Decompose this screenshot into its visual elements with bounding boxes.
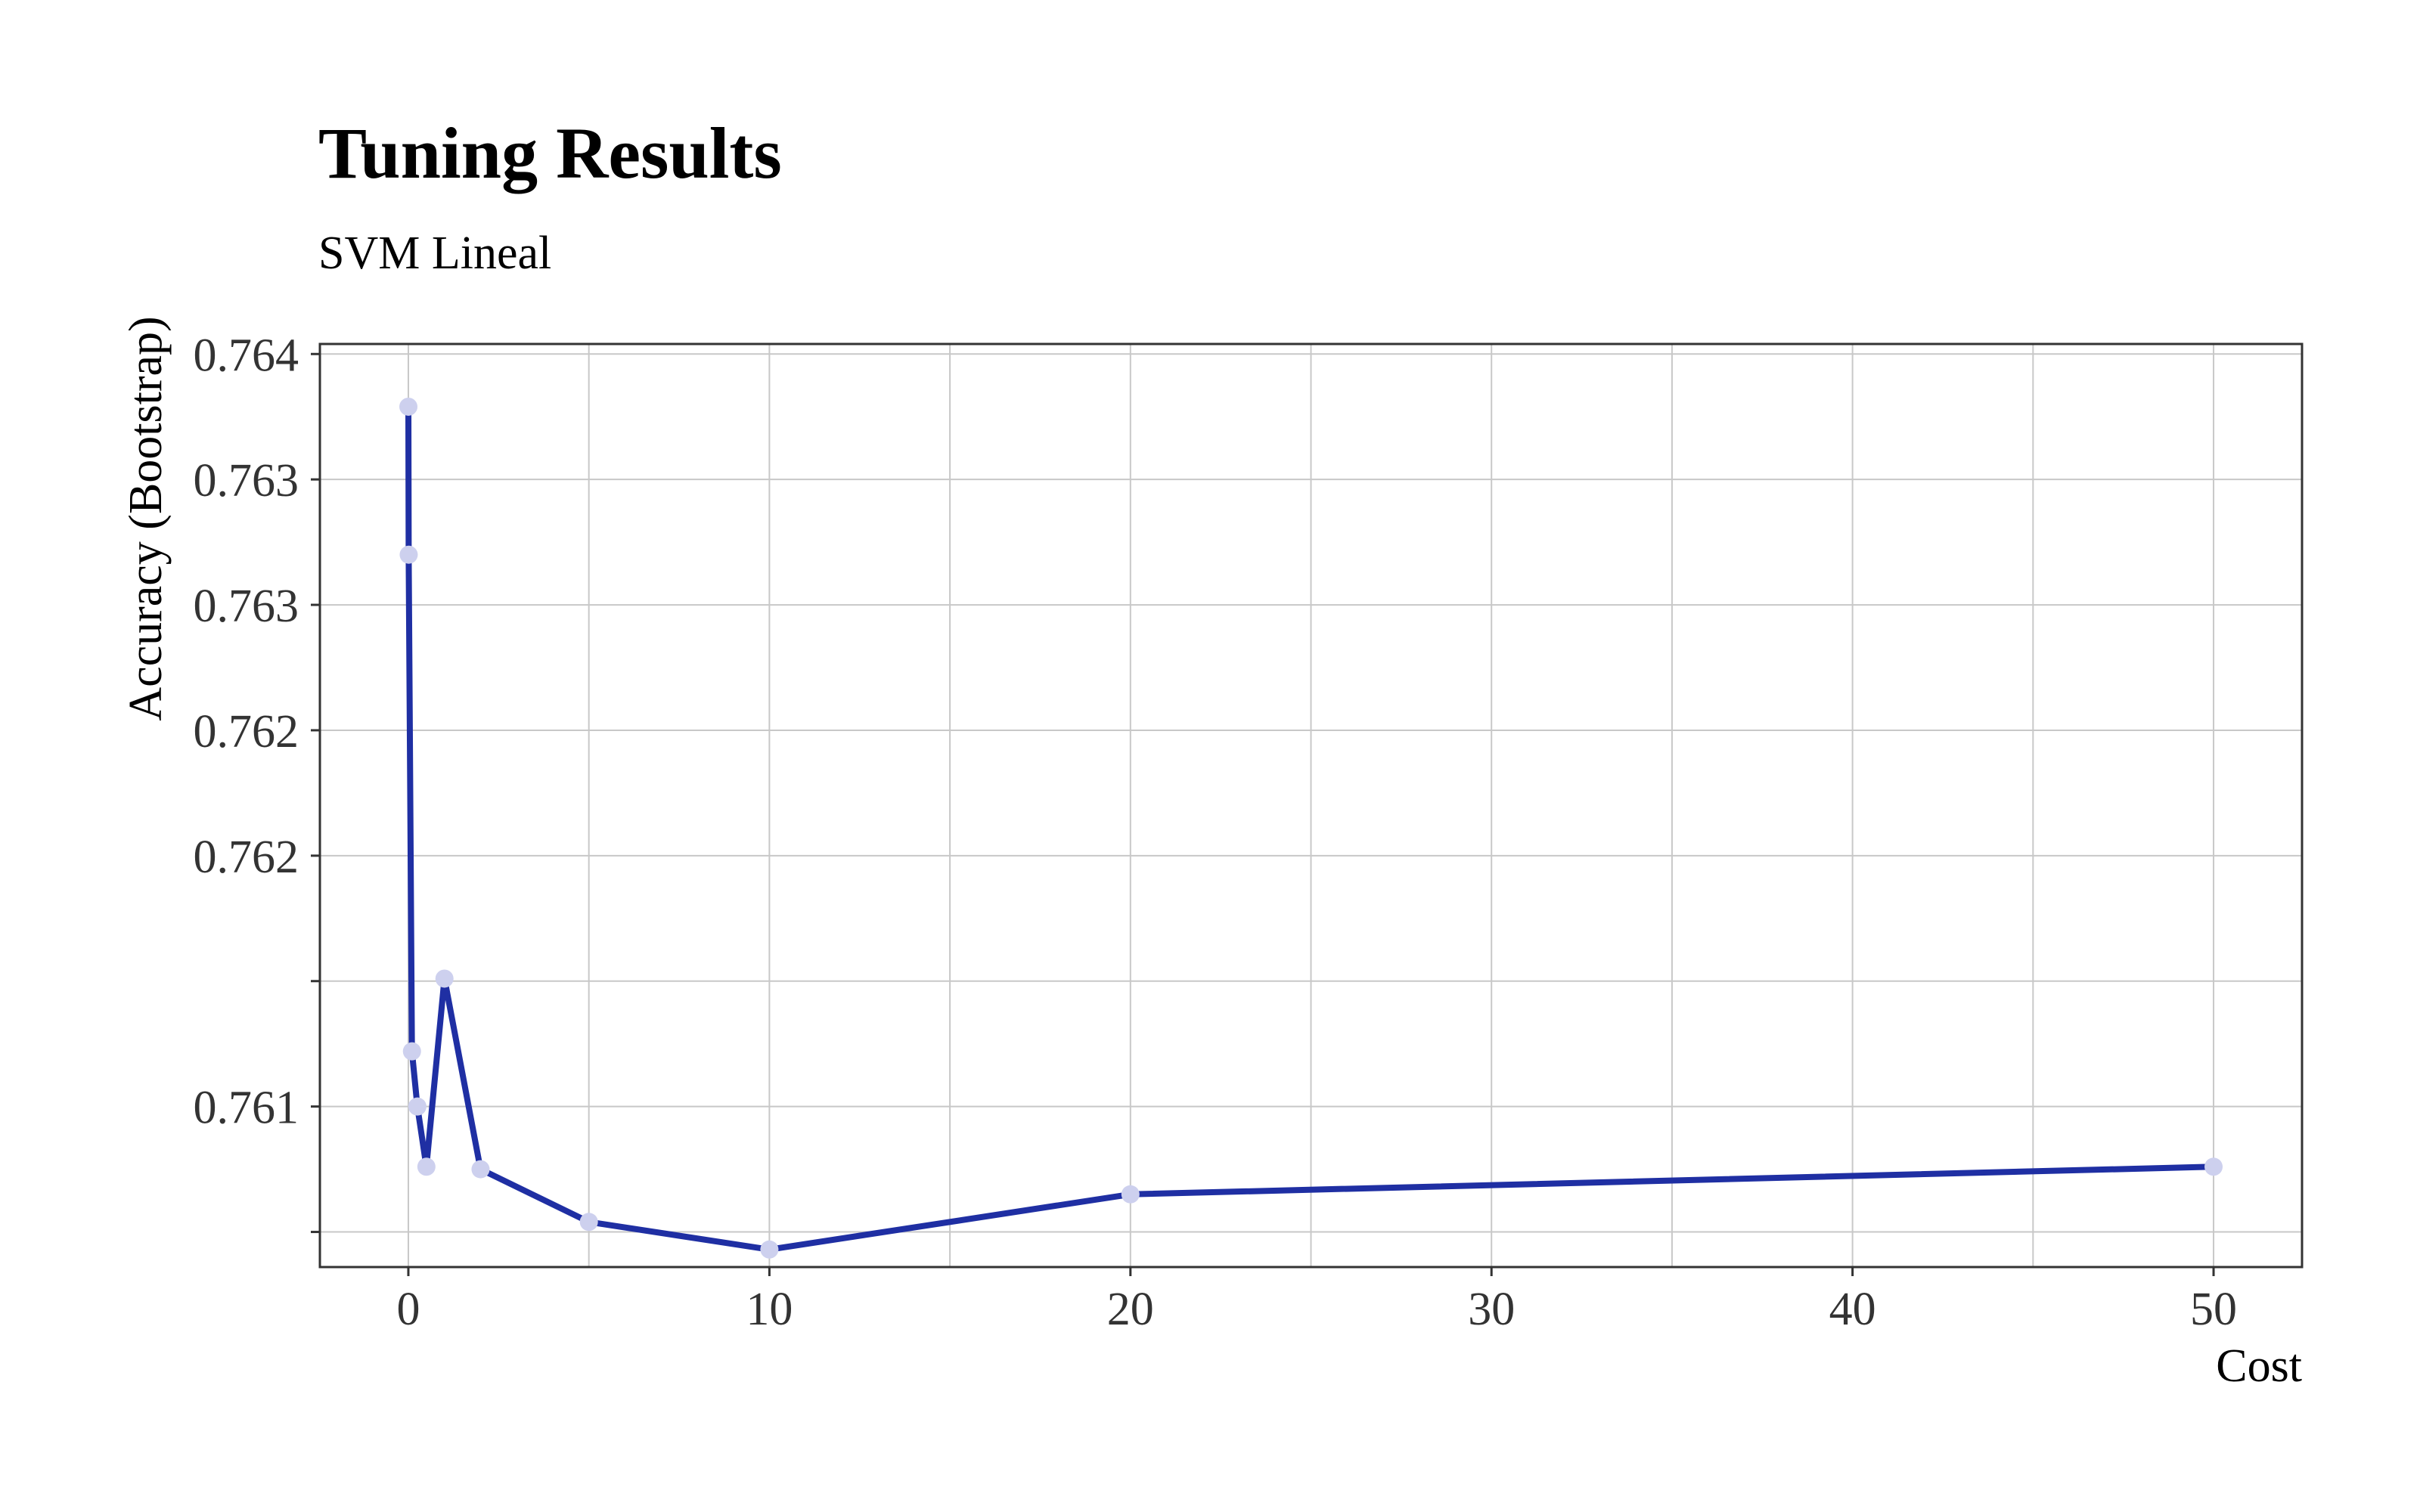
data-point (417, 1157, 436, 1176)
plot-frame (318, 342, 2304, 1269)
data-point (2204, 1157, 2223, 1176)
data-point (435, 969, 454, 988)
y-tick-label: 0.764 (194, 330, 299, 381)
data-point (399, 397, 418, 416)
axis-ticks: 0 10 20 30 40 50 0.761 0.762 0.762 0.763 0.763 0.76… (194, 330, 2238, 1335)
y-tick-label: 0.762 (194, 832, 299, 883)
grid (320, 344, 2302, 1267)
data-point (1121, 1185, 1140, 1204)
x-tick-label: 10 (746, 1284, 793, 1335)
data-point (760, 1240, 779, 1259)
series (399, 397, 2223, 1259)
y-tick-label: 0.762 (194, 706, 299, 758)
y-tick-label: 0.763 (194, 455, 299, 507)
x-tick-label: 0 (396, 1284, 420, 1335)
x-tick-label: 30 (1468, 1284, 1515, 1335)
chart-subtitle: SVM Lineal (318, 228, 551, 279)
data-point (402, 1042, 421, 1061)
chart-title: Tuning Results (318, 113, 782, 194)
data-point (579, 1213, 598, 1232)
y-tick-label: 0.761 (194, 1083, 299, 1134)
x-tick-label: 40 (1829, 1284, 1876, 1335)
y-axis-label: Accuracy (Bootstrap) (120, 316, 172, 720)
y-tick-label: 0.763 (194, 581, 299, 632)
data-point (408, 1097, 427, 1116)
x-tick-label: 50 (2190, 1284, 2237, 1335)
data-point (399, 545, 418, 564)
x-tick-label: 20 (1107, 1284, 1154, 1335)
x-axis-label: Cost (2216, 1340, 2302, 1392)
data-point (471, 1160, 490, 1179)
